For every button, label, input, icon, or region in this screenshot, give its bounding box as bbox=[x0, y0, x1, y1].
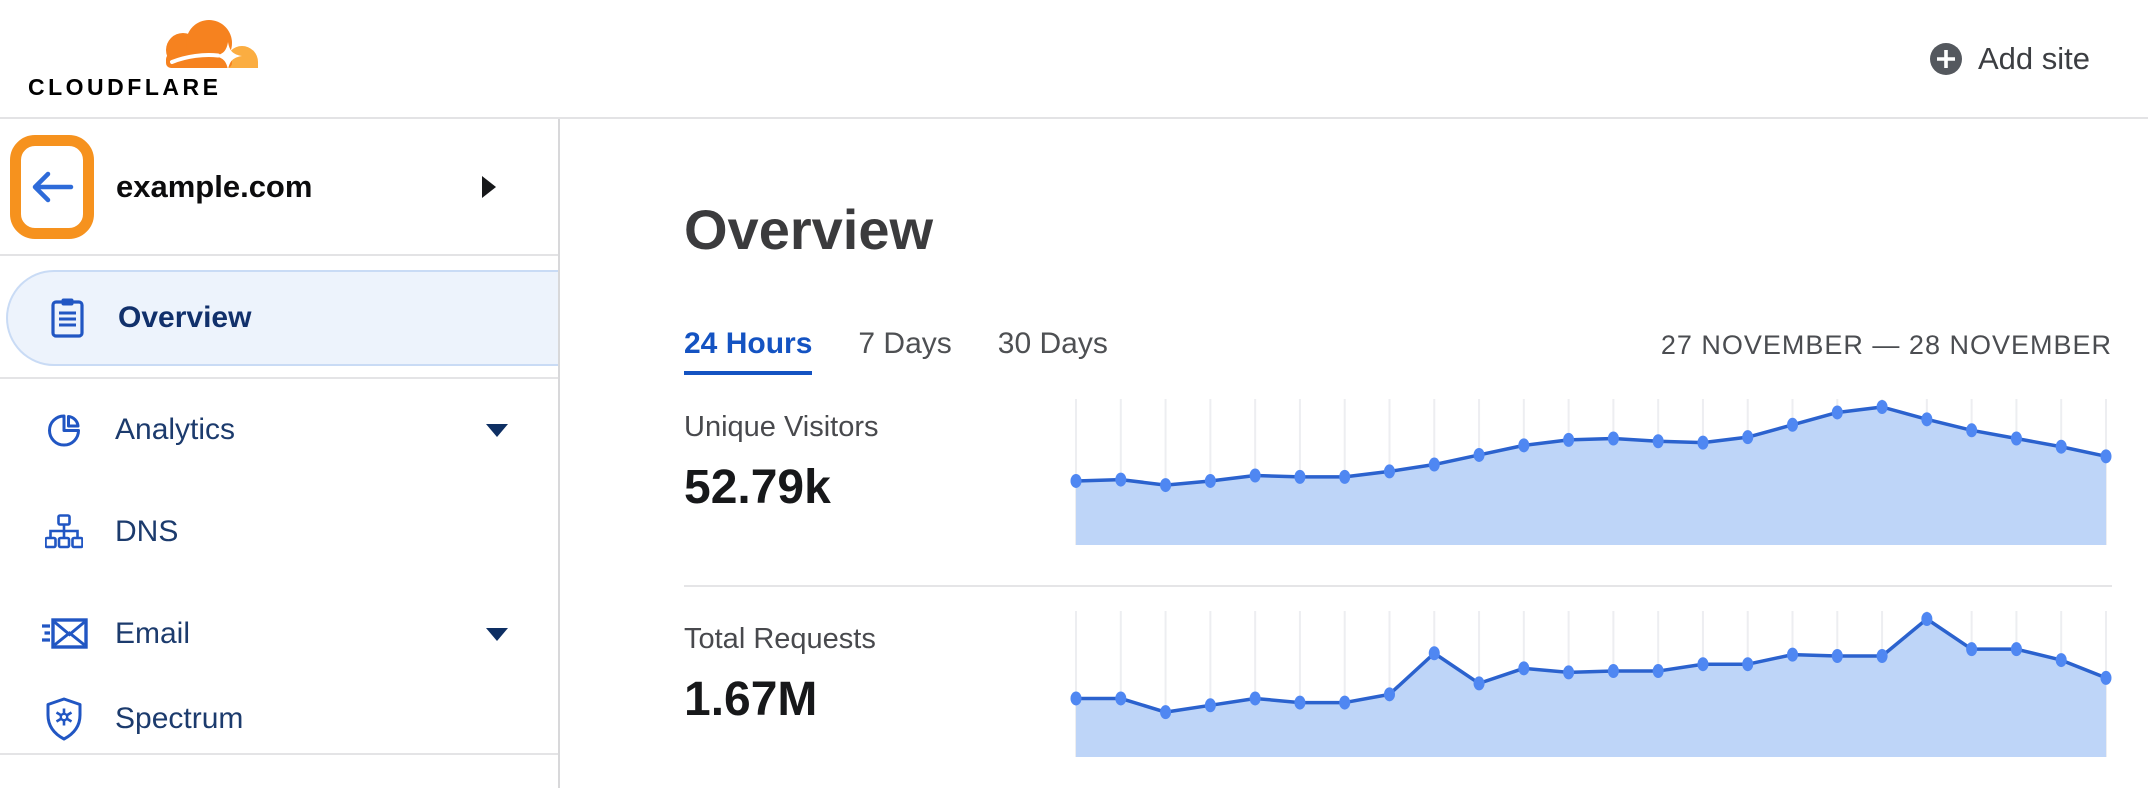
sidebar-item-label: Analytics bbox=[115, 413, 236, 446]
metrics-section: Unique Visitors 52.79k Total Requests 1.… bbox=[684, 395, 2112, 757]
arrow-left-icon bbox=[32, 171, 74, 202]
time-range-tabs: 24 Hours 7 Days 30 Days 27 NOVEMBER — 28… bbox=[684, 327, 2112, 375]
site-name: example.com bbox=[116, 168, 313, 204]
sidebar-item-spectrum[interactable]: Spectrum bbox=[0, 685, 558, 753]
sidebar-item-overview[interactable]: Overview bbox=[6, 270, 558, 366]
tab-7-days[interactable]: 7 Days bbox=[858, 326, 952, 360]
clipboard-icon bbox=[43, 297, 91, 339]
annotation-highlight-box bbox=[10, 134, 94, 239]
sidebar-divider bbox=[0, 377, 558, 379]
metric-label: Unique Visitors bbox=[684, 410, 879, 443]
sidebar-item-email[interactable]: Email bbox=[0, 583, 558, 685]
pie-chart-icon bbox=[40, 411, 88, 449]
add-site-button[interactable]: Add site bbox=[1928, 41, 2090, 77]
back-button[interactable] bbox=[29, 168, 75, 206]
total-requests-chart bbox=[1070, 607, 2112, 757]
sidebar-nav: Overview Analytics bbox=[0, 256, 558, 755]
chevron-down-icon[interactable] bbox=[486, 423, 508, 437]
top-header: CLOUDFLARE Add site bbox=[0, 0, 2148, 119]
plus-circle-icon bbox=[1929, 42, 1962, 75]
sidebar-item-analytics[interactable]: Analytics bbox=[0, 379, 558, 481]
unique-visitors-chart bbox=[1070, 395, 2112, 545]
metric-value: 1.67M bbox=[684, 672, 818, 726]
shield-icon bbox=[40, 697, 88, 741]
email-envelope-icon bbox=[40, 617, 88, 651]
dns-tree-icon bbox=[40, 514, 88, 550]
brand-text: CLOUDFLARE bbox=[28, 74, 222, 100]
tab-30-days[interactable]: 30 Days bbox=[997, 326, 1108, 360]
tab-24-hours[interactable]: 24 Hours bbox=[684, 327, 813, 375]
date-range: 27 NOVEMBER — 28 NOVEMBER bbox=[1660, 329, 2112, 360]
metric-unique-visitors: Unique Visitors 52.79k bbox=[684, 395, 2112, 545]
sidebar-item-label: Email bbox=[115, 617, 191, 650]
sidebar-item-label: Spectrum bbox=[115, 702, 244, 735]
site-selector-row: example.com bbox=[0, 119, 558, 256]
chevron-down-icon[interactable] bbox=[486, 627, 508, 641]
main-content: Overview 24 Hours 7 Days 30 Days 27 NOVE… bbox=[560, 119, 2148, 788]
site-expand-caret-icon[interactable] bbox=[482, 175, 496, 198]
sidebar: example.com Overview bbox=[0, 119, 560, 788]
sidebar-item-label: Overview bbox=[118, 301, 252, 334]
metric-value: 52.79k bbox=[684, 460, 831, 514]
section-divider bbox=[684, 584, 2112, 587]
cloudflare-logo[interactable]: CLOUDFLARE bbox=[28, 16, 262, 101]
cloudflare-cloud-icon bbox=[166, 20, 258, 70]
sidebar-divider bbox=[0, 753, 558, 755]
sidebar-item-label: DNS bbox=[115, 515, 179, 548]
metric-label: Total Requests bbox=[684, 622, 876, 655]
page-title: Overview bbox=[684, 198, 934, 261]
sidebar-item-dns[interactable]: DNS bbox=[0, 481, 558, 583]
metric-total-requests: Total Requests 1.67M bbox=[684, 607, 2112, 757]
add-site-label: Add site bbox=[1977, 40, 2090, 76]
